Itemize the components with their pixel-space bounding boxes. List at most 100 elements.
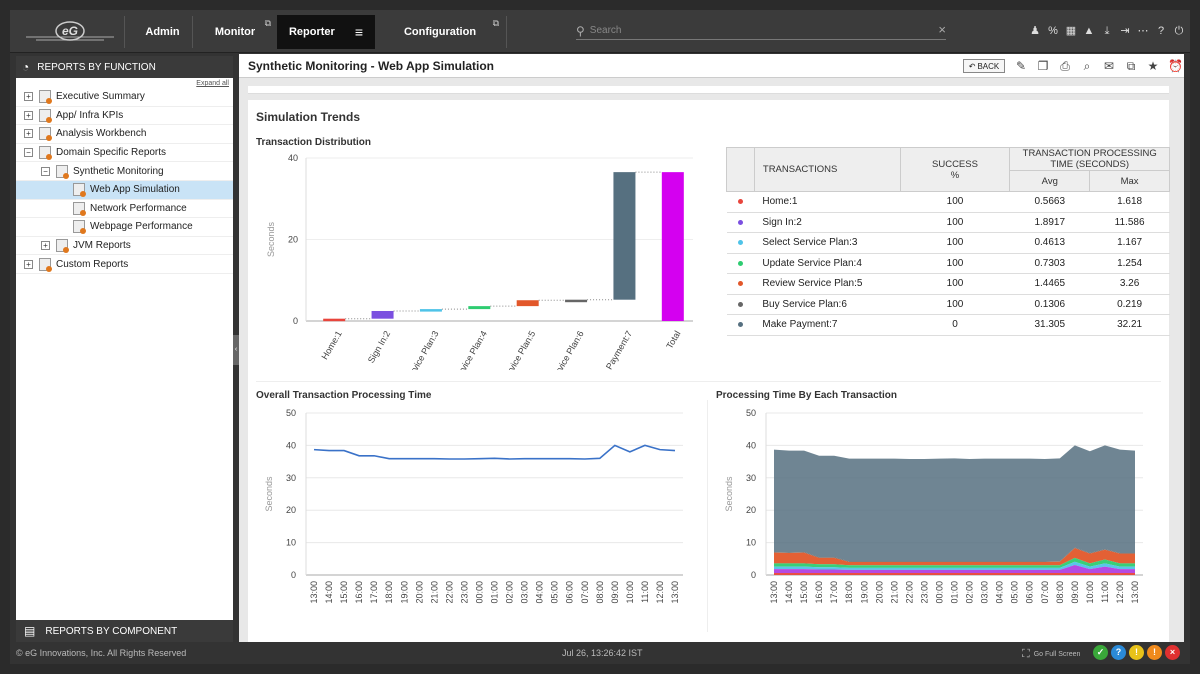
table-row[interactable]: Update Service Plan:4 100 0.7303 1.254 xyxy=(726,253,1170,274)
top-navbar: eG Admin Monitor ⧉ Reporter ≡ Configurati… xyxy=(10,10,1190,53)
table-row[interactable]: Select Service Plan:3 100 0.4613 1.167 xyxy=(726,232,1170,254)
dashboard-icon[interactable]: ▦ xyxy=(1065,25,1077,37)
help-icon[interactable]: ? xyxy=(1157,25,1165,37)
th-max[interactable]: Max xyxy=(1089,170,1170,192)
x-tick-label: 13:00 xyxy=(670,581,680,604)
email-icon[interactable]: ✉ xyxy=(1103,59,1115,73)
y-tick-label: 50 xyxy=(746,408,756,418)
nav-admin-label: Admin xyxy=(145,26,180,38)
report-folder-icon xyxy=(73,183,86,198)
sidebar-item[interactable]: − Domain Specific Reports xyxy=(16,144,233,163)
x-tick-label: Total xyxy=(664,329,682,350)
schedule-alarm-icon[interactable]: ⏰ xyxy=(1168,59,1183,73)
cell-success: 100 xyxy=(900,273,1010,295)
sidebar-item[interactable]: + Analysis Workbench xyxy=(16,125,233,144)
alarm-status-icon[interactable]: ! xyxy=(1147,645,1162,660)
x-tick-label: 00:00 xyxy=(934,581,944,604)
alarm-bell-icon[interactable]: ▲ xyxy=(1083,25,1095,37)
cell-name: Buy Service Plan:6 xyxy=(754,294,901,315)
copy-report-icon[interactable]: ❐ xyxy=(1037,59,1049,73)
x-tick-label: 02:00 xyxy=(505,581,515,604)
x-tick-label: 15:00 xyxy=(339,581,349,604)
sidebar-item-label: Webpage Performance xyxy=(90,221,193,233)
alarm-status-icon[interactable]: ! xyxy=(1129,645,1144,660)
waterfall-bar xyxy=(516,300,539,307)
table-row[interactable]: Home:1 100 0.5663 1.618 xyxy=(726,191,1170,213)
collapse-icon[interactable]: − xyxy=(24,148,33,158)
sidebar-header-label: REPORTS BY FUNCTION xyxy=(37,61,156,73)
search-report-icon[interactable]: ⌕ xyxy=(1083,59,1091,73)
table-row[interactable]: Buy Service Plan:6 100 0.1306 0.219 xyxy=(726,294,1170,315)
y-tick-label: 30 xyxy=(286,473,296,483)
x-tick-label: 01:00 xyxy=(490,581,500,604)
sidebar-item[interactable]: + JVM Reports xyxy=(16,237,233,256)
edit-report-icon[interactable]: ✎ xyxy=(1015,59,1027,73)
sidebar-item[interactable]: Web App Simulation xyxy=(16,180,233,200)
x-tick-label: 13:00 xyxy=(1130,581,1140,604)
sidebar-header[interactable]: ◔ REPORTS BY FUNCTION xyxy=(16,56,233,78)
nav-reporter[interactable]: Reporter ≡ xyxy=(277,15,375,49)
th-transactions[interactable]: TRANSACTIONS xyxy=(753,147,901,192)
export-pdf-icon[interactable]: ⎙ xyxy=(1060,59,1070,73)
download-icon[interactable]: ⤓ xyxy=(1104,25,1110,37)
alarm-status-icon[interactable]: ✓ xyxy=(1093,645,1108,660)
back-button[interactable]: ↶ BACK xyxy=(963,59,1005,73)
eg-logo[interactable]: eG xyxy=(16,10,124,53)
link-icon[interactable]: % xyxy=(1048,25,1058,37)
expand-icon[interactable]: + xyxy=(24,129,33,139)
th-success[interactable]: SUCCESS % xyxy=(899,147,1011,192)
series-color-dot xyxy=(737,301,743,307)
cell-avg: 31.305 xyxy=(1009,314,1090,336)
sidebar-item[interactable]: + Executive Summary xyxy=(16,88,233,107)
more-icon[interactable]: ⋯ xyxy=(1137,25,1149,37)
series-color-dot xyxy=(737,199,743,205)
sidebar-item[interactable]: Network Performance xyxy=(16,200,233,219)
sidebar-item[interactable]: − Synthetic Monitoring xyxy=(16,162,233,181)
table-row[interactable]: Review Service Plan:5 100 1.4465 3.26 xyxy=(726,273,1170,295)
nav-configuration[interactable]: Configuration ⧉ xyxy=(375,15,505,49)
table-header-blank xyxy=(726,147,755,192)
th-avg[interactable]: Avg xyxy=(1009,170,1091,192)
full-screen-button[interactable]: ⛶ Go Full Screen xyxy=(1022,648,1080,661)
alarm-status-icon[interactable]: × xyxy=(1165,645,1180,660)
user-icon[interactable]: ♟ xyxy=(1030,25,1040,37)
table-row[interactable]: Sign In:2 100 1.8917 11.586 xyxy=(726,212,1170,233)
external-link-icon: ⧉ xyxy=(264,18,271,28)
sidebar-item[interactable]: + App/ Infra KPIs xyxy=(16,107,233,126)
expand-icon[interactable]: + xyxy=(24,259,33,269)
search-box[interactable]: ⚲ Search × xyxy=(576,22,946,40)
table-header-row: TRANSACTIONS SUCCESS % TRANSACTION PROCE… xyxy=(726,147,1170,192)
alarm-status-icon[interactable]: ? xyxy=(1111,645,1126,660)
x-tick-label: 23:00 xyxy=(919,581,929,604)
sidebar-item[interactable]: + Custom Reports xyxy=(16,255,233,274)
nav-monitor[interactable]: Monitor ⧉ xyxy=(193,15,277,49)
collapse-icon[interactable]: − xyxy=(41,166,50,176)
nav-configuration-label: Configuration xyxy=(403,26,477,38)
expand-icon[interactable]: + xyxy=(24,92,33,102)
sidebar-collapse-handle[interactable]: ‹ xyxy=(233,335,239,365)
sign-in-icon[interactable]: ⇥ xyxy=(1120,25,1130,37)
cell-avg: 1.8917 xyxy=(1009,212,1090,233)
report-folder-icon xyxy=(39,146,52,161)
power-icon[interactable]: ⏻ xyxy=(1174,25,1184,37)
x-tick-label: 01:00 xyxy=(950,581,960,604)
fullscreen-icon: ⛶ xyxy=(1022,648,1030,660)
expand-all-link[interactable]: Expand all xyxy=(196,80,229,87)
expand-icon[interactable]: + xyxy=(41,241,50,251)
nav-admin[interactable]: Admin xyxy=(125,15,200,49)
reports-by-component-header[interactable]: ▤ REPORTS BY COMPONENT xyxy=(16,620,233,642)
expand-icon[interactable]: + xyxy=(24,110,33,120)
favorite-star-icon[interactable]: ★ xyxy=(1147,59,1159,73)
series-color-dot xyxy=(737,322,743,328)
x-tick-label: 03:00 xyxy=(520,581,530,604)
sidebar-item[interactable]: Webpage Performance xyxy=(16,218,233,237)
table-row[interactable]: Make Payment:7 0 31.305 32.21 xyxy=(726,314,1170,336)
waterfall-bar xyxy=(419,309,442,312)
hamburger-menu-icon[interactable]: ≡ xyxy=(354,24,363,40)
report-folder-icon xyxy=(56,239,69,254)
back-arrow-icon: ↶ xyxy=(968,61,976,71)
clear-search-icon[interactable]: × xyxy=(938,22,946,37)
y-axis-label: Seconds xyxy=(266,221,276,257)
compare-icon[interactable]: ⧉ xyxy=(1126,59,1136,73)
